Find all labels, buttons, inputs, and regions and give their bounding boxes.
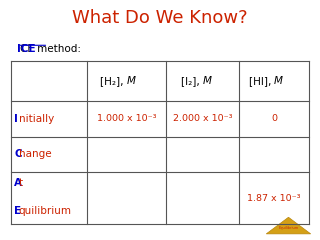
Text: [H₂],: [H₂], [100, 76, 127, 86]
Text: hange: hange [19, 149, 52, 159]
Text: 1.87 x 10⁻³: 1.87 x 10⁻³ [247, 194, 301, 203]
Polygon shape [266, 217, 311, 234]
Text: nitially: nitially [19, 114, 54, 124]
Text: quilibrium: quilibrium [19, 206, 72, 216]
Text: 0: 0 [271, 114, 277, 123]
Text: M: M [274, 76, 283, 86]
Text: 1.000 x 10⁻³: 1.000 x 10⁻³ [97, 114, 156, 123]
Text: M: M [127, 76, 136, 86]
Text: C: C [14, 149, 22, 159]
Text: What Do We Know?: What Do We Know? [72, 8, 248, 26]
Text: [HI],: [HI], [249, 76, 274, 86]
Text: M: M [203, 76, 212, 86]
Text: 2.000 x 10⁻³: 2.000 x 10⁻³ [173, 114, 233, 123]
Text: ICE: ICE [17, 44, 36, 54]
Text: ICE method:: ICE method: [17, 44, 81, 54]
Text: Equilibrium: Equilibrium [278, 226, 299, 230]
Text: E: E [14, 206, 21, 216]
Text: A: A [14, 178, 22, 188]
Text: [I₂],: [I₂], [181, 76, 203, 86]
Text: I: I [14, 114, 18, 124]
Text: t: t [19, 178, 23, 188]
